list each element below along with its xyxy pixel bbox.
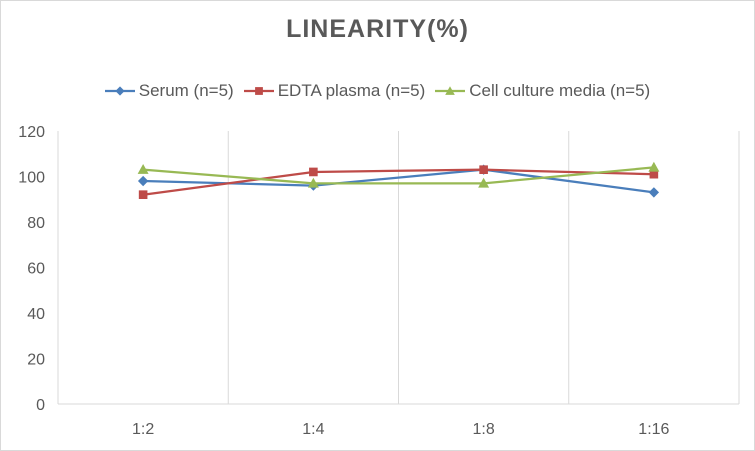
x-tick-label: 1:2 [132,421,154,438]
legend-swatch-serum [104,86,135,96]
data-point-0-0 [137,175,149,187]
y-tick-label: 20 [27,352,45,369]
y-tick-label: 120 [18,124,45,141]
data-point-2-1 [307,177,319,188]
legend-marker-1 [254,87,263,95]
legend-item-edta-plasma: EDTA plasma (n=5) [243,81,426,101]
legend-item-cell-culture-media: Cell culture media (n=5) [435,81,650,101]
data-point-1-0 [138,190,148,199]
y-tick-label: 80 [27,215,45,232]
data-point-1-2 [479,165,488,174]
y-tick-label: 0 [36,397,45,414]
x-tick-label: 1:4 [302,421,324,438]
data-point-1-1 [309,167,318,177]
y-tick-label: 40 [27,306,45,323]
series-line-2 [143,166,654,185]
legend-swatch-cell-culture-media [435,86,466,95]
y-tick-label: 100 [18,170,45,187]
legend-item-serum: Serum (n=5) [104,81,234,101]
legend-label-cell-culture-media: Cell culture media (n=5) [469,81,651,100]
legend-label-edta-plasma: EDTA plasma (n=5) [277,81,426,100]
x-tick-label: 1:16 [638,421,669,438]
chart-legend: Serum (n=5) EDTA plasma (n=5) Cell cultu… [1,81,754,101]
chart-title: LINEARITY(%) [286,15,469,43]
data-point-2-0 [137,164,149,174]
data-point-0-3 [648,187,660,198]
series-line-1 [142,168,654,196]
x-tick-label: 1:8 [473,421,495,438]
data-point-2-3 [648,161,660,172]
legend-swatch-edta-plasma [243,87,274,95]
legend-marker-2 [445,86,456,95]
data-point-2-2 [478,177,490,188]
legend-label-serum: Serum (n=5) [138,81,234,100]
y-tick-label: 60 [27,261,45,278]
